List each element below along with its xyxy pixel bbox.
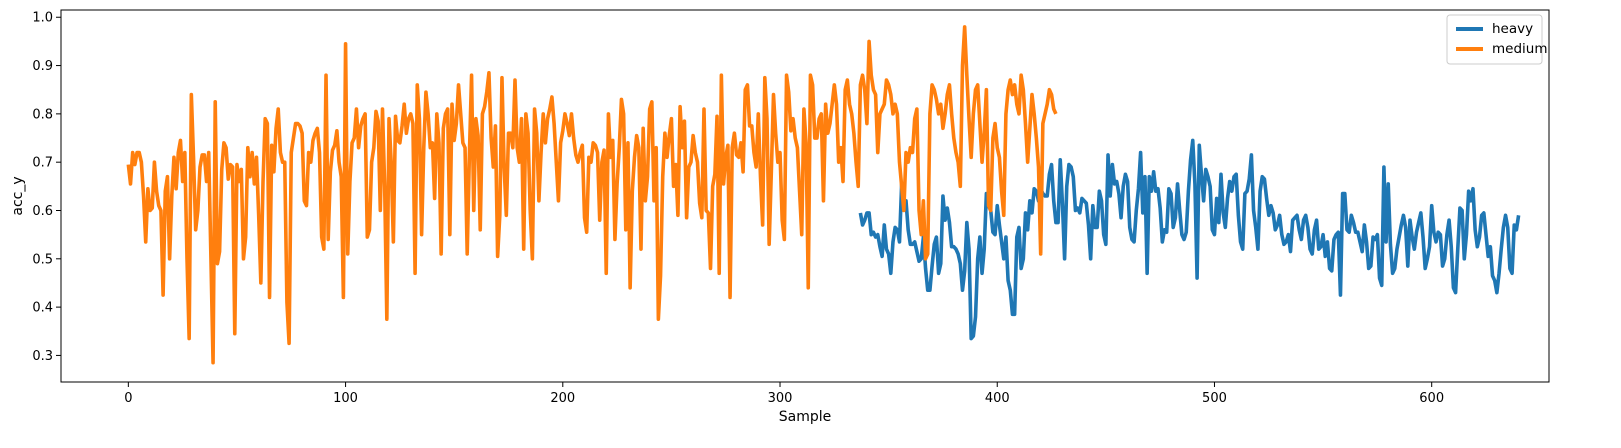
y-tick-label: 1.0: [32, 11, 53, 26]
x-axis-label: Sample: [779, 409, 832, 425]
y-axis-ticks: 0.3 0.4 0.5 0.6 0.7 0.8 0.9 1.0: [32, 11, 61, 364]
x-tick-label: 500: [1202, 391, 1227, 406]
y-tick-label: 0.4: [32, 301, 53, 316]
x-tick-label: 300: [768, 391, 793, 406]
legend-label-medium: medium: [1492, 41, 1547, 57]
y-axis-label: acc_y: [10, 176, 26, 215]
y-tick-label: 0.5: [32, 252, 53, 267]
x-tick-label: 600: [1419, 391, 1444, 406]
x-tick-label: 400: [985, 391, 1010, 406]
x-tick-label: 0: [124, 391, 132, 406]
x-axis-ticks: 0 100 200 300 400 500 600: [124, 382, 1444, 406]
y-tick-label: 0.6: [32, 204, 53, 219]
y-tick-label: 0.7: [32, 156, 53, 171]
legend-label-heavy: heavy: [1492, 21, 1533, 37]
y-tick-label: 0.3: [32, 349, 53, 364]
series-layer: [126, 25, 1521, 365]
series-line-medium: [126, 25, 1058, 365]
x-tick-label: 200: [550, 391, 575, 406]
legend: heavy medium: [1446, 14, 1547, 65]
plot-frame: [60, 9, 1550, 383]
y-tick-label: 0.8: [32, 107, 53, 122]
plot-background: [61, 10, 1549, 382]
y-tick-label: 0.9: [32, 59, 53, 74]
x-tick-label: 100: [333, 391, 358, 406]
series-line-heavy: [858, 138, 1521, 341]
